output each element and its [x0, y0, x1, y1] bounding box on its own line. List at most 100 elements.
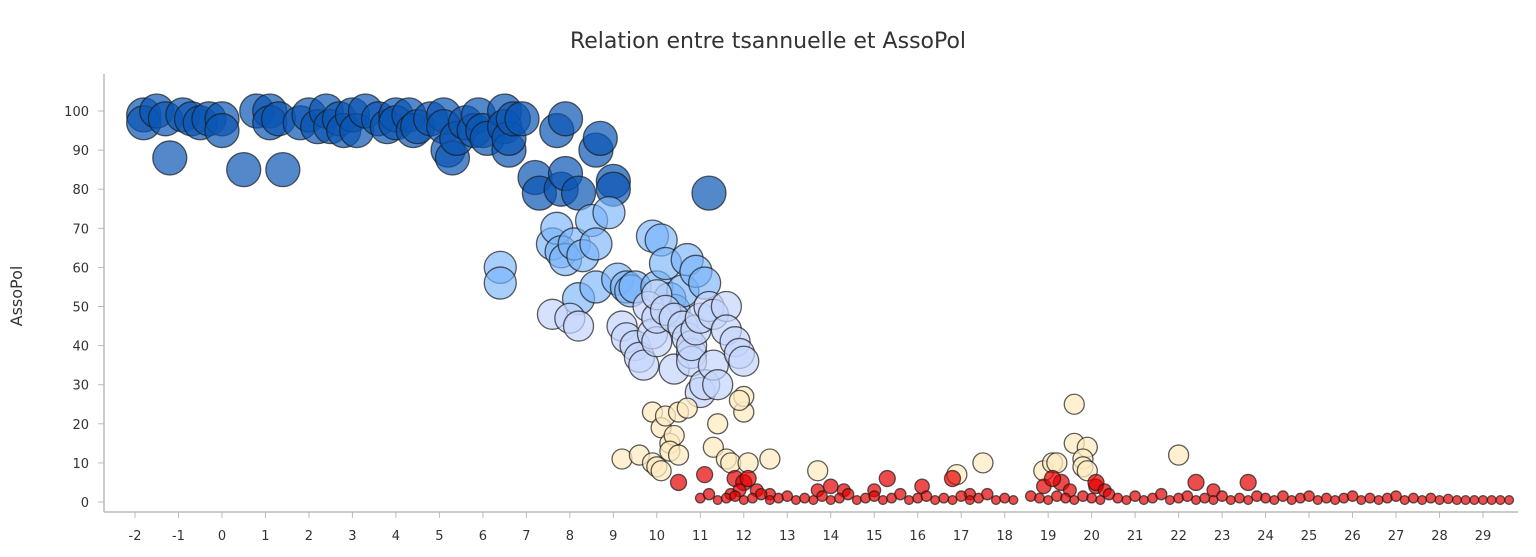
- bubble-point[interactable]: [1504, 494, 1515, 506]
- bubble-point[interactable]: [1451, 494, 1462, 506]
- bubble-point[interactable]: [712, 494, 723, 506]
- bubble-point[interactable]: [1034, 492, 1045, 504]
- bubble-point[interactable]: [841, 487, 855, 501]
- bubble-point[interactable]: [1046, 452, 1068, 474]
- bubble-point[interactable]: [1469, 494, 1480, 506]
- bubble-point[interactable]: [754, 487, 768, 501]
- bubble-point[interactable]: [592, 196, 626, 230]
- bubble-point[interactable]: [728, 345, 760, 377]
- bubble-point[interactable]: [1181, 490, 1194, 502]
- bubble-point[interactable]: [1434, 494, 1445, 506]
- bubble-point[interactable]: [1425, 492, 1437, 504]
- bubble-point[interactable]: [972, 452, 994, 474]
- bubble-point[interactable]: [1060, 492, 1072, 504]
- bubble-point[interactable]: [562, 310, 595, 342]
- bubble-point[interactable]: [1321, 492, 1332, 504]
- bubble-point[interactable]: [807, 460, 829, 482]
- bubble-point[interactable]: [1154, 487, 1168, 501]
- bubble-point[interactable]: [1164, 494, 1175, 506]
- bubble-point[interactable]: [504, 101, 540, 137]
- bubble-point[interactable]: [990, 494, 1002, 506]
- bubble-point[interactable]: [1364, 492, 1376, 504]
- bubble-point[interactable]: [695, 465, 714, 484]
- bubble-point[interactable]: [1138, 494, 1149, 506]
- bubble-point[interactable]: [1239, 473, 1257, 492]
- bubble-point[interactable]: [1199, 492, 1211, 504]
- bubble-point[interactable]: [999, 492, 1011, 504]
- bubble-point[interactable]: [738, 494, 749, 506]
- bubble-point[interactable]: [1495, 494, 1506, 506]
- bubble-point[interactable]: [1234, 492, 1245, 504]
- bubble-point[interactable]: [1187, 473, 1205, 492]
- bubble-point[interactable]: [702, 369, 734, 401]
- bubble-point[interactable]: [1260, 492, 1272, 504]
- bubble-point[interactable]: [582, 120, 618, 157]
- bubble-point[interactable]: [728, 389, 751, 411]
- bubble-point[interactable]: [851, 494, 862, 506]
- bubble-point[interactable]: [825, 494, 836, 506]
- bubble-point[interactable]: [1460, 494, 1471, 506]
- bubble-point[interactable]: [903, 494, 915, 506]
- bubble-point[interactable]: [611, 448, 633, 470]
- bubble-point[interactable]: [729, 490, 741, 502]
- bubble-point[interactable]: [1330, 494, 1341, 506]
- bubble-point[interactable]: [265, 151, 301, 188]
- bubble-point[interactable]: [1112, 492, 1124, 504]
- bubble-point[interactable]: [790, 494, 802, 506]
- bubble-point[interactable]: [1486, 494, 1497, 506]
- bubble-point[interactable]: [981, 487, 994, 501]
- bubble-point[interactable]: [483, 266, 517, 300]
- bubble-point[interactable]: [1286, 494, 1297, 506]
- bubble-point[interactable]: [579, 227, 613, 261]
- bubble-point[interactable]: [930, 494, 941, 506]
- bubble-point[interactable]: [1303, 490, 1315, 502]
- bubble-point[interactable]: [650, 460, 672, 482]
- bubble-point[interactable]: [781, 490, 794, 502]
- bubble-point[interactable]: [667, 444, 690, 466]
- bubble-point[interactable]: [799, 492, 811, 504]
- bubble-point[interactable]: [1043, 469, 1062, 488]
- bubble-point[interactable]: [759, 448, 781, 470]
- bubble-point[interactable]: [1399, 494, 1410, 506]
- bubble-point[interactable]: [816, 490, 828, 502]
- bubble-point[interactable]: [1312, 494, 1323, 506]
- bubble-point[interactable]: [1129, 490, 1141, 502]
- bubble-point[interactable]: [1346, 490, 1359, 502]
- bubble-point[interactable]: [691, 175, 727, 211]
- bubble-point[interactable]: [764, 494, 775, 506]
- bubble-point[interactable]: [226, 151, 262, 188]
- bubble-point[interactable]: [1167, 444, 1190, 466]
- bubble-point[interactable]: [739, 469, 757, 488]
- bubble-point[interactable]: [877, 494, 888, 506]
- bubble-point[interactable]: [894, 487, 907, 501]
- bubble-point[interactable]: [1407, 492, 1419, 504]
- bubble-point[interactable]: [1008, 494, 1019, 506]
- bubble-point[interactable]: [669, 473, 688, 492]
- bubble-point[interactable]: [547, 101, 584, 137]
- bubble-point[interactable]: [707, 413, 729, 435]
- bubble-point[interactable]: [1225, 494, 1236, 506]
- bubble-point[interactable]: [868, 490, 881, 502]
- bubble-point[interactable]: [1390, 490, 1402, 502]
- bubble-point[interactable]: [1216, 490, 1228, 502]
- bubble-point[interactable]: [1442, 493, 1454, 505]
- bubble-point[interactable]: [1356, 494, 1367, 506]
- bubble-point[interactable]: [204, 112, 240, 149]
- bubble-point[interactable]: [560, 175, 597, 211]
- bubble-point[interactable]: [822, 478, 839, 495]
- bubble-point[interactable]: [152, 140, 188, 176]
- bubble-point[interactable]: [920, 490, 933, 502]
- bubble-point[interactable]: [938, 492, 950, 504]
- bubble-point[interactable]: [943, 469, 962, 488]
- bubble-point[interactable]: [1373, 494, 1384, 506]
- bubble-point[interactable]: [1086, 492, 1098, 504]
- bubble-point[interactable]: [1095, 494, 1106, 506]
- bubble-point[interactable]: [702, 487, 716, 501]
- bubble-point[interactable]: [1477, 494, 1489, 506]
- bubble-point[interactable]: [878, 469, 896, 488]
- bubble-point[interactable]: [964, 494, 975, 506]
- bubble-point[interactable]: [676, 397, 698, 419]
- bubble-point[interactable]: [1063, 393, 1085, 415]
- bubble-point[interactable]: [955, 490, 968, 502]
- bubble-point[interactable]: [1190, 494, 1202, 506]
